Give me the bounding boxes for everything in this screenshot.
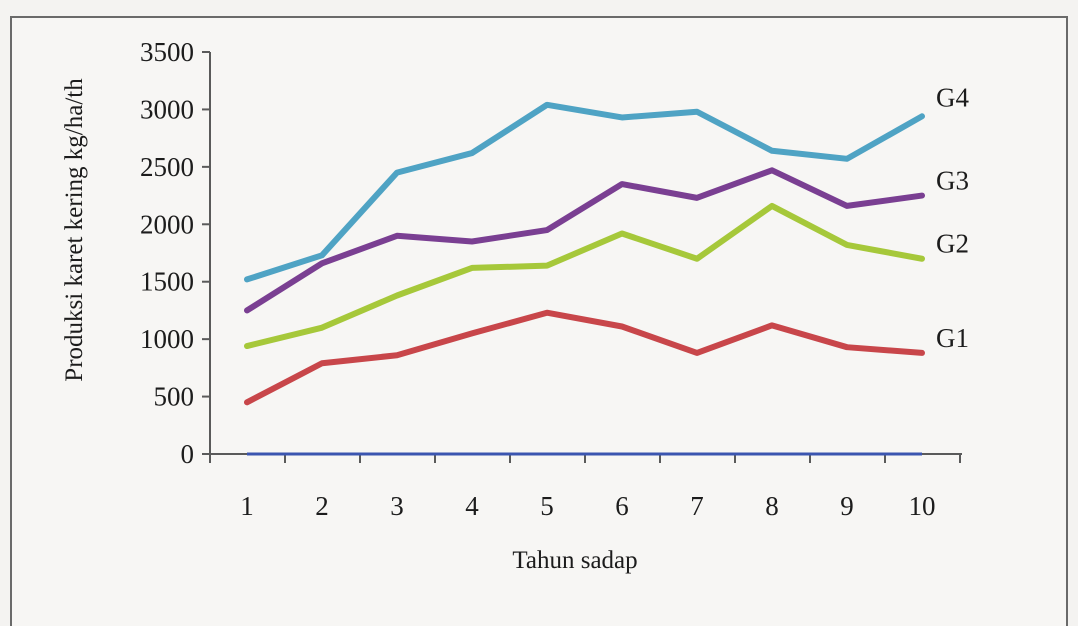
y-tick-label: 3500 [140,37,194,67]
x-ticks: 1 2 3 4 5 6 7 8 9 10 [209,454,961,521]
y-tick-label: 500 [154,382,195,412]
x-tick-label: 9 [840,491,854,521]
x-tick-label: 5 [540,491,554,521]
series-labels: G4 G3 G2 G1 [936,82,969,353]
series-label-g2: G2 [936,229,969,259]
chart-frame [10,16,1068,626]
series-line-g3 [244,167,925,314]
x-tick-label: 8 [765,491,779,521]
y-tick-label: 2500 [140,152,194,182]
y-tick-label: 1500 [140,267,194,297]
y-tick-label: 2000 [140,209,194,239]
series-line-g1 [244,309,925,406]
y-ticks: 0 500 1000 1500 2000 2500 3000 3500 [140,37,210,469]
series-label-g3: G3 [936,166,969,196]
series-layer [244,101,925,456]
x-tick-label: 3 [390,491,404,521]
series-line-g4 [244,101,925,283]
y-axis-title: Produksi karet kering kg/ha/th [61,78,88,382]
series-line-g2 [244,202,925,350]
x-tick-label: 7 [690,491,704,521]
series-label-g4: G4 [936,82,969,112]
y-tick-label: 1000 [140,324,194,354]
x-tick-label: 6 [615,491,629,521]
x-tick-label: 10 [909,491,936,521]
x-tick-label: 4 [465,491,479,521]
x-tick-label: 2 [315,491,329,521]
x-tick-label: 1 [240,491,254,521]
y-tick-label: 3000 [140,94,194,124]
x-axis-title: Tahun sadap [512,547,637,574]
series-label-g1: G1 [936,323,969,353]
y-tick-label: 0 [181,439,195,469]
